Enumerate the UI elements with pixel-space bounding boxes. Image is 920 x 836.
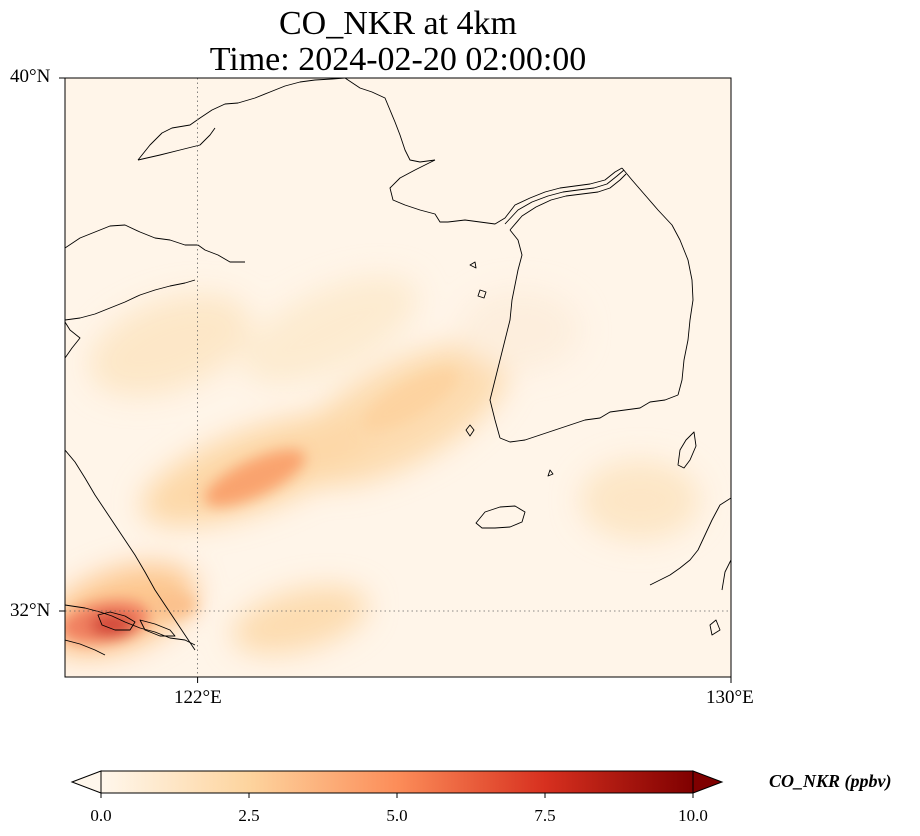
lat-tick-32n: 32°N xyxy=(10,600,51,621)
colorbar-tick-2: 5.0 xyxy=(386,806,408,825)
concentration-field xyxy=(65,78,731,677)
coastlines xyxy=(65,78,731,656)
map-frame xyxy=(64,77,732,678)
colorbar-gradient xyxy=(100,770,694,794)
colorbar-label: CO_NKR (ppbv) xyxy=(769,771,892,791)
colorbar-tick-4: 10.0 xyxy=(678,806,708,825)
colorbar-tick-3: 7.5 xyxy=(534,806,556,825)
gridlines xyxy=(65,78,731,677)
colorbar-tick-0: 0.0 xyxy=(90,806,112,825)
map-time: Time: 2024-02-20 02:00:00 xyxy=(209,41,587,78)
map-title: CO_NKR at 4km xyxy=(279,5,517,42)
lat-tick-40n: 40°N xyxy=(10,66,51,87)
lon-tick-130e: 130°E xyxy=(706,687,754,708)
colorbar-extend-max xyxy=(692,770,724,794)
colorbar-extend-min xyxy=(70,770,102,794)
colorbar xyxy=(70,770,724,798)
colorbar-tick-1: 2.5 xyxy=(238,806,260,825)
lon-tick-122e: 122°E xyxy=(174,687,222,708)
